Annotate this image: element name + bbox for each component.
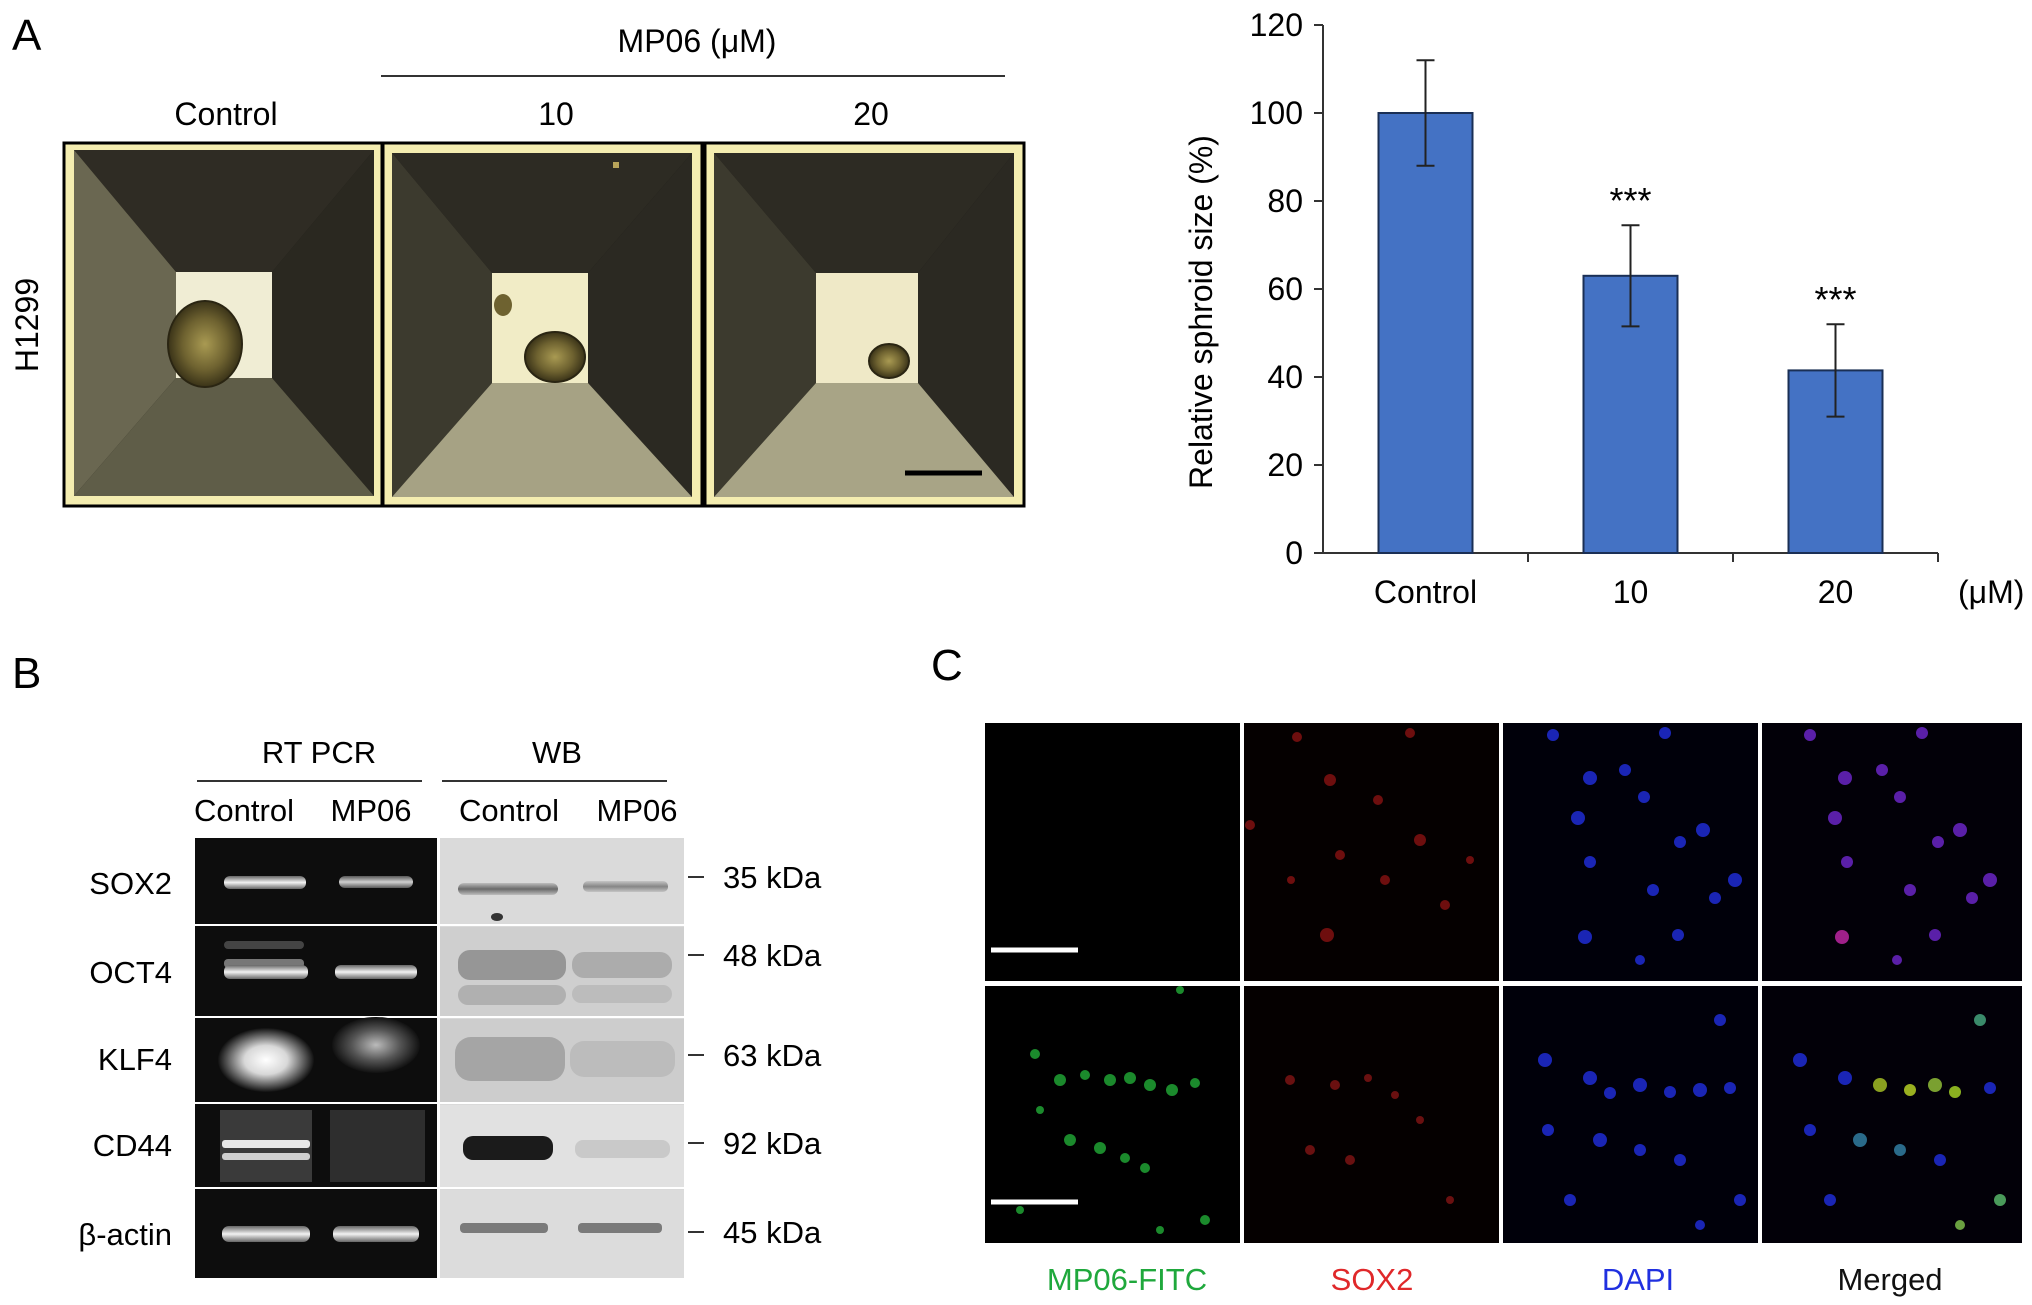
channel-label-sox2: SOX2 bbox=[1331, 1262, 1414, 1297]
chart-ylabel: Relative sphroid size (%) bbox=[1183, 135, 1219, 489]
row-label-h1299: H1299 bbox=[9, 278, 45, 372]
spheroid-20 bbox=[868, 343, 910, 379]
bars: Control *** 10 *** 20 bbox=[1374, 59, 1884, 610]
spheroid-10 bbox=[524, 331, 586, 383]
micrograph-merged-treated bbox=[1762, 986, 2022, 1243]
chart-x-unit: (μM) bbox=[1958, 574, 2024, 610]
x-ticks bbox=[1527, 553, 1939, 562]
blot-row-beta-actin: β-actin 45 kDa bbox=[78, 1190, 822, 1278]
y-tick-label: 100 bbox=[1250, 95, 1303, 131]
group-label-rtpcr: RT PCR bbox=[262, 735, 376, 770]
micrograph-dapi-untreated bbox=[1503, 723, 1758, 981]
channel-label-fitc: MP06-FITC bbox=[1047, 1262, 1207, 1297]
y-tick-label: 20 bbox=[1267, 447, 1303, 483]
row-label-cd44: CD44 bbox=[93, 1128, 172, 1163]
bar-chart: Relative sphroid size (%) 0 20 40 60 80 100 12… bbox=[1183, 7, 2024, 610]
lane-label-1: Control bbox=[194, 793, 294, 828]
panel-a-letter: A bbox=[12, 11, 42, 60]
blot-row-sox2: SOX2 35 kDa bbox=[89, 840, 822, 924]
treatment-header: MP06 (μM) bbox=[618, 23, 777, 59]
blot-row-klf4: KLF4 63 kDa bbox=[98, 1017, 822, 1102]
x-tick-label: 20 bbox=[1818, 574, 1854, 610]
col-label-control: Control bbox=[174, 96, 277, 132]
microwell-image-20 bbox=[703, 141, 1026, 508]
lane-label-2: MP06 bbox=[331, 793, 412, 828]
micrograph-sox2-treated bbox=[1244, 986, 1499, 1243]
y-tick-label: 0 bbox=[1285, 535, 1303, 571]
y-tick-label: 40 bbox=[1267, 359, 1303, 395]
panel-c-letter: C bbox=[931, 641, 963, 690]
lane-label-3: Control bbox=[459, 793, 559, 828]
micrograph-fitc-untreated bbox=[985, 723, 1240, 981]
size-label-sox2: 35 kDa bbox=[723, 860, 822, 895]
channel-label-merged: Merged bbox=[1837, 1262, 1942, 1297]
panel-a: A MP06 (μM) Control 10 20 H1299 bbox=[9, 11, 1026, 508]
size-label-cd44: 92 kDa bbox=[723, 1126, 822, 1161]
microwell-image-10 bbox=[381, 141, 704, 508]
row-label-sox2: SOX2 bbox=[89, 866, 172, 901]
micrograph-dapi-treated bbox=[1503, 986, 1758, 1243]
size-label-oct4: 48 kDa bbox=[723, 938, 822, 973]
spheroid-control bbox=[167, 300, 243, 388]
x-tick-label: 10 bbox=[1613, 574, 1649, 610]
lane-label-4: MP06 bbox=[597, 793, 678, 828]
panel-b: B RT PCR WB Control MP06 Control MP06 SO… bbox=[12, 649, 822, 1278]
microwell-image-control bbox=[62, 141, 384, 508]
significance-marker: *** bbox=[1814, 279, 1856, 320]
row-label-oct4: OCT4 bbox=[89, 955, 172, 990]
x-tick-label: Control bbox=[1374, 574, 1477, 610]
blot-row-oct4: OCT4 48 kDa bbox=[89, 927, 822, 1016]
channel-label-dapi: DAPI bbox=[1602, 1262, 1674, 1297]
panel-c: C bbox=[931, 641, 2022, 1297]
col-label-20: 20 bbox=[853, 96, 889, 132]
y-ticks: 0 20 40 60 80 100 120 bbox=[1250, 7, 1323, 571]
panel-b-letter: B bbox=[12, 649, 41, 698]
col-label-10: 10 bbox=[538, 96, 574, 132]
y-tick-label: 120 bbox=[1250, 7, 1303, 43]
group-label-wb: WB bbox=[532, 735, 582, 770]
row-label-klf4: KLF4 bbox=[98, 1042, 172, 1077]
y-tick-label: 60 bbox=[1267, 271, 1303, 307]
micrograph-sox2-untreated bbox=[1244, 723, 1499, 981]
bar-control bbox=[1377, 112, 1474, 554]
size-label-klf4: 63 kDa bbox=[723, 1038, 822, 1073]
row-label-beta-actin: β-actin bbox=[78, 1217, 172, 1252]
significance-marker: *** bbox=[1609, 180, 1651, 221]
y-tick-label: 80 bbox=[1267, 183, 1303, 219]
micrograph-merged-untreated bbox=[1762, 723, 2022, 981]
size-label-beta-actin: 45 kDa bbox=[723, 1215, 822, 1250]
blot-row-cd44: CD44 92 kDa bbox=[93, 1105, 822, 1187]
